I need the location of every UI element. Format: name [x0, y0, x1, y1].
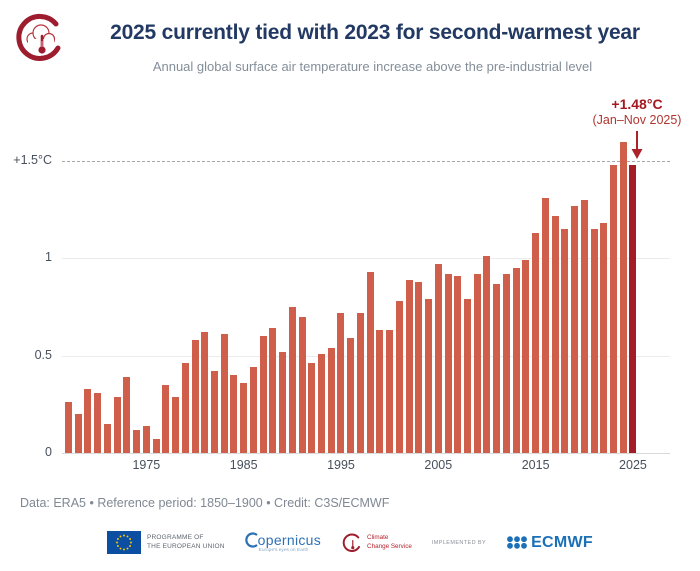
bar-2023 — [609, 164, 617, 453]
ecmwf-logo: ECMWF — [506, 534, 593, 552]
annotation-period: (Jan–Nov 2025) — [592, 113, 682, 127]
bar-2010 — [483, 256, 491, 453]
eu-logo: PROGRAMME OF THE EUROPEAN UNION — [107, 531, 225, 554]
y-tick-label: 0 — [45, 445, 52, 459]
bar-1984 — [230, 375, 238, 453]
bar-2014 — [522, 260, 530, 453]
bar-2000 — [386, 330, 394, 453]
bar-1973 — [123, 377, 131, 453]
y-tick-label: 0.5 — [34, 347, 52, 362]
bar-1994 — [327, 347, 335, 453]
bar-1978 — [172, 396, 180, 453]
bar-2012 — [502, 273, 510, 453]
bar-2002 — [405, 279, 413, 453]
bar-1998 — [366, 271, 374, 453]
gridline-0.5 — [62, 355, 670, 357]
bar-1976 — [152, 439, 160, 453]
bar-2015 — [532, 233, 540, 453]
y-tick-label: 1 — [45, 250, 52, 265]
bar-2018 — [561, 229, 569, 453]
data-source-note: Data: ERA5 • Reference period: 1850–1900… — [20, 496, 390, 510]
bar-2007 — [454, 275, 462, 453]
bar-1981 — [201, 332, 209, 453]
bar-1993 — [318, 353, 326, 453]
bar-1987 — [259, 336, 267, 453]
gridline-+1.5°C — [62, 160, 670, 162]
bar-1999 — [376, 330, 384, 453]
bar-2004 — [425, 299, 433, 453]
bar-1980 — [191, 340, 199, 453]
eu-programme-label: PROGRAMME OF THE EUROPEAN UNION — [147, 533, 225, 550]
bar-2019 — [571, 205, 579, 453]
bar-1977 — [162, 384, 170, 453]
bar-1995 — [337, 312, 345, 453]
c3s-service-label: Climate Change Service — [367, 534, 412, 550]
implemented-by-label: IMPLEMENTED BY — [431, 539, 487, 546]
c3s-mini-icon — [342, 533, 361, 552]
bar-2024 — [619, 141, 627, 453]
bar-1990 — [288, 306, 296, 453]
c3s-service-logo: Climate Change Service — [341, 532, 412, 554]
bar-1985 — [240, 382, 248, 453]
bar-2009 — [473, 273, 481, 453]
page-subtitle: Annual global surface air temperature in… — [152, 59, 593, 74]
bar-1986 — [249, 367, 257, 453]
bar-1989 — [279, 351, 287, 453]
bar-1972 — [113, 396, 121, 453]
bar-1970 — [94, 392, 102, 453]
x-tick-label: 1975 — [132, 458, 161, 472]
bar-1992 — [308, 363, 316, 453]
bar-1979 — [181, 363, 189, 453]
ecmwf-wordmark: ECMWF — [531, 533, 593, 551]
bar-2003 — [415, 281, 423, 453]
bar-1975 — [142, 425, 150, 453]
bar-2006 — [444, 273, 452, 453]
bar-1991 — [298, 316, 306, 453]
bar-2005 — [434, 264, 442, 453]
page-title: 2025 currently tied with 2023 for second… — [110, 21, 640, 44]
bar-1968 — [74, 414, 82, 453]
copernicus-c-icon — [244, 532, 258, 548]
x-tick-label: 1985 — [229, 458, 258, 472]
bar-2017 — [551, 215, 559, 453]
gridline-1 — [62, 258, 670, 260]
bar-1967 — [65, 402, 72, 453]
bar-2011 — [493, 283, 501, 453]
bar-1971 — [103, 423, 111, 453]
bar-2021 — [590, 229, 598, 453]
bar-2020 — [580, 199, 588, 453]
x-tick-label: 2015 — [521, 458, 550, 472]
ecmwf-globe-icon — [507, 536, 527, 549]
copernicus-wordmark: opernicus — [257, 531, 322, 548]
bar-1969 — [84, 388, 92, 453]
x-tick-label: 2005 — [424, 458, 453, 472]
bar-2001 — [395, 301, 403, 453]
annotation-arrow-icon — [631, 131, 643, 159]
bar-1974 — [133, 429, 141, 453]
x-tick-label: 2025 — [619, 458, 647, 472]
bar-2022 — [600, 223, 608, 453]
bar-2008 — [464, 299, 471, 453]
copernicus-tagline: Europe's eyes on Earth — [258, 547, 309, 553]
gridline-0 — [62, 453, 670, 454]
copernicus-logo: opernicus Europe's eyes on Earth — [244, 531, 322, 554]
eu-flag-icon — [107, 531, 141, 554]
bar-1997 — [356, 312, 364, 453]
y-tick-label: +1.5°C — [13, 152, 52, 167]
bar-1983 — [220, 334, 228, 453]
bar-2025 — [629, 164, 637, 453]
annotation-value: +1.48°C — [611, 96, 663, 112]
bar-1982 — [210, 371, 218, 453]
logo-row: PROGRAMME OF THE EUROPEAN UNION opernicu… — [0, 531, 700, 554]
bar-1996 — [347, 338, 355, 453]
c3s-logo-icon — [16, 13, 61, 61]
x-tick-label: 1995 — [327, 458, 355, 472]
bar-1988 — [269, 328, 277, 453]
bar-2013 — [512, 268, 520, 453]
bar-2016 — [541, 197, 549, 453]
